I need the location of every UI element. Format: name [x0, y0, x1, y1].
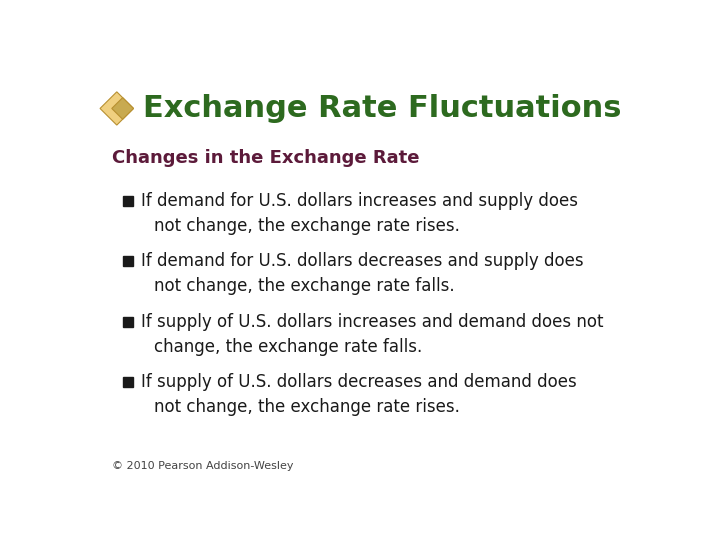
- Text: If demand for U.S. dollars decreases and supply does: If demand for U.S. dollars decreases and…: [141, 252, 584, 270]
- Polygon shape: [112, 98, 133, 119]
- Text: change, the exchange rate falls.: change, the exchange rate falls.: [154, 338, 423, 356]
- Text: If supply of U.S. dollars decreases and demand does: If supply of U.S. dollars decreases and …: [141, 373, 577, 391]
- Polygon shape: [100, 92, 133, 125]
- Text: not change, the exchange rate rises.: not change, the exchange rate rises.: [154, 217, 460, 235]
- Text: If supply of U.S. dollars increases and demand does not: If supply of U.S. dollars increases and …: [141, 313, 604, 331]
- Text: not change, the exchange rate rises.: not change, the exchange rate rises.: [154, 398, 460, 416]
- Text: not change, the exchange rate falls.: not change, the exchange rate falls.: [154, 277, 455, 295]
- Text: Changes in the Exchange Rate: Changes in the Exchange Rate: [112, 150, 420, 167]
- Text: Exchange Rate Fluctuations: Exchange Rate Fluctuations: [143, 94, 621, 123]
- Text: © 2010 Pearson Addison-Wesley: © 2010 Pearson Addison-Wesley: [112, 462, 294, 471]
- Text: If demand for U.S. dollars increases and supply does: If demand for U.S. dollars increases and…: [141, 192, 578, 210]
